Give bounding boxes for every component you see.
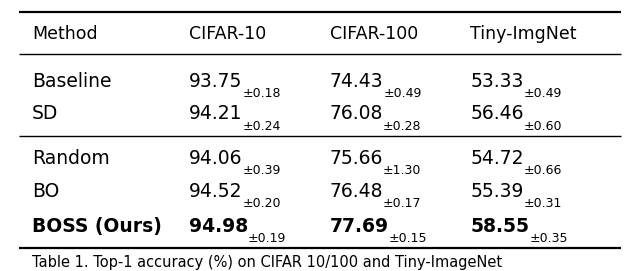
Text: 58.55: 58.55 (470, 217, 529, 236)
Text: 76.08: 76.08 (330, 104, 383, 123)
Text: 75.66: 75.66 (330, 149, 383, 168)
Text: ±0.18: ±0.18 (242, 87, 281, 100)
Text: BOSS (Ours): BOSS (Ours) (32, 217, 162, 236)
Text: ±0.17: ±0.17 (383, 197, 422, 210)
Text: BO: BO (32, 182, 60, 201)
Text: ±0.49: ±0.49 (524, 87, 562, 100)
Text: CIFAR-100: CIFAR-100 (330, 25, 418, 43)
Text: Random: Random (32, 149, 109, 168)
Text: ±0.15: ±0.15 (388, 232, 428, 245)
Text: ±0.66: ±0.66 (524, 164, 563, 177)
Text: ±1.30: ±1.30 (383, 164, 421, 177)
Text: 53.33: 53.33 (470, 72, 524, 91)
Text: 94.98: 94.98 (189, 217, 248, 236)
Text: ±0.35: ±0.35 (529, 232, 568, 245)
Text: ±0.39: ±0.39 (243, 164, 281, 177)
Text: ±0.49: ±0.49 (383, 87, 422, 100)
Text: 56.46: 56.46 (470, 104, 524, 123)
Text: 76.48: 76.48 (330, 182, 383, 201)
Text: Method: Method (32, 25, 98, 43)
Text: Baseline: Baseline (32, 72, 111, 91)
Text: 94.06: 94.06 (189, 149, 243, 168)
Text: ±0.60: ±0.60 (524, 120, 563, 133)
Text: 77.69: 77.69 (330, 217, 388, 236)
Text: 54.72: 54.72 (470, 149, 524, 168)
Text: 55.39: 55.39 (470, 182, 524, 201)
Text: 93.75: 93.75 (189, 72, 242, 91)
Text: Tiny-ImgNet: Tiny-ImgNet (470, 25, 577, 43)
Text: ±0.28: ±0.28 (383, 120, 422, 133)
Text: SD: SD (32, 104, 58, 123)
Text: ±0.19: ±0.19 (248, 232, 287, 245)
Text: CIFAR-10: CIFAR-10 (189, 25, 266, 43)
Text: 94.21: 94.21 (189, 104, 243, 123)
Text: 94.52: 94.52 (189, 182, 243, 201)
Text: ±0.20: ±0.20 (243, 197, 281, 210)
Text: 74.43: 74.43 (330, 72, 383, 91)
Text: ±0.24: ±0.24 (243, 120, 281, 133)
Text: Table 1. Top-1 accuracy (%) on CIFAR 10/100 and Tiny-ImageNet: Table 1. Top-1 accuracy (%) on CIFAR 10/… (32, 255, 502, 270)
Text: ±0.31: ±0.31 (524, 197, 562, 210)
